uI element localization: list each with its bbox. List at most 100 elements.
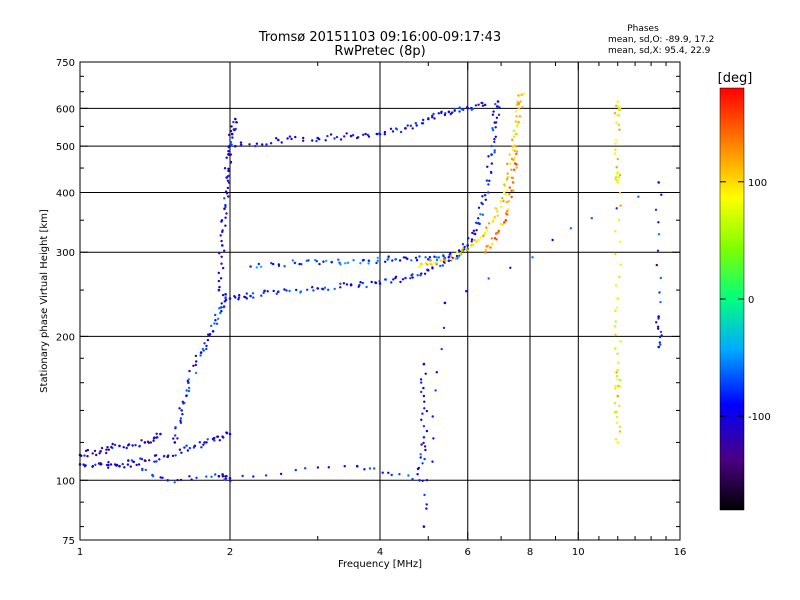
data-point <box>485 226 488 229</box>
x-tick-label: 10 <box>572 547 585 558</box>
data-point <box>506 176 509 179</box>
data-point <box>494 126 497 129</box>
data-point <box>512 144 516 147</box>
data-point <box>658 341 661 344</box>
data-point <box>655 321 658 324</box>
data-point <box>109 463 113 466</box>
data-point <box>225 192 229 195</box>
data-point <box>495 207 498 210</box>
data-point <box>263 289 266 292</box>
data-point <box>470 243 473 247</box>
data-point <box>155 432 158 435</box>
data-point <box>218 307 221 310</box>
data-point <box>179 417 183 420</box>
data-point <box>614 252 617 256</box>
y-tick-label: 100 <box>56 476 75 487</box>
data-point <box>508 153 511 156</box>
data-point <box>337 258 340 261</box>
data-point <box>613 112 617 115</box>
data-point <box>494 135 497 138</box>
data-point <box>504 193 507 196</box>
data-point <box>656 327 660 330</box>
data-point <box>484 248 488 251</box>
data-point <box>501 223 505 226</box>
data-point <box>275 137 278 140</box>
data-point <box>203 441 207 444</box>
data-point <box>497 113 501 117</box>
data-point <box>139 457 142 460</box>
data-point <box>618 173 622 177</box>
data-point <box>514 120 517 123</box>
data-point <box>499 200 502 203</box>
data-point <box>487 191 490 194</box>
data-point <box>522 92 525 96</box>
data-point <box>94 463 97 466</box>
data-point <box>435 371 438 374</box>
data-point <box>243 295 246 298</box>
data-point <box>464 247 468 250</box>
data-point <box>130 459 134 462</box>
data-point <box>656 249 660 252</box>
data-point <box>105 451 108 455</box>
y-tick-label: 300 <box>56 248 75 259</box>
data-point <box>500 205 503 208</box>
data-point <box>454 257 457 260</box>
data-point <box>357 136 360 139</box>
data-point <box>262 291 265 295</box>
data-point <box>614 384 617 388</box>
data-point <box>107 461 110 464</box>
data-point <box>619 204 622 207</box>
data-point <box>442 258 446 261</box>
data-point <box>618 430 622 433</box>
data-point <box>237 296 241 299</box>
data-point <box>453 109 456 113</box>
data-point <box>424 256 427 259</box>
data-point <box>178 407 181 410</box>
colorbar-unit: [deg] <box>718 71 753 86</box>
data-point <box>387 255 390 258</box>
data-point <box>517 94 520 97</box>
data-point <box>179 421 183 424</box>
data-point <box>227 150 230 153</box>
data-point <box>376 256 379 259</box>
data-point <box>658 335 662 339</box>
stats-line-x: mean, sd,X: 95.4, 22.9 <box>608 46 711 56</box>
data-point <box>367 135 371 138</box>
data-point <box>490 144 493 148</box>
data-point <box>423 457 426 461</box>
data-point <box>95 453 98 457</box>
data-point <box>324 139 327 142</box>
data-point <box>516 125 519 128</box>
data-point <box>174 434 177 437</box>
data-point <box>424 372 427 375</box>
data-point <box>359 262 362 265</box>
data-point <box>618 128 621 131</box>
data-point <box>418 265 421 268</box>
data-point <box>483 250 487 254</box>
data-point <box>311 139 314 142</box>
data-point <box>153 460 156 463</box>
data-point <box>227 195 230 198</box>
data-point <box>161 476 164 479</box>
data-point <box>229 479 232 483</box>
data-point <box>339 138 343 141</box>
data-point <box>224 296 227 299</box>
data-point <box>383 133 386 136</box>
data-point <box>495 121 498 124</box>
data-point <box>423 400 426 403</box>
data-point <box>298 262 301 266</box>
data-point <box>218 439 221 442</box>
data-point <box>221 293 225 297</box>
data-point <box>264 474 268 477</box>
data-point <box>551 238 554 242</box>
data-point <box>474 232 477 236</box>
data-point <box>181 400 184 403</box>
data-point <box>339 263 342 266</box>
y-tick-label: 750 <box>56 58 75 69</box>
data-point <box>614 438 618 441</box>
data-point <box>358 283 361 287</box>
data-point <box>260 294 263 297</box>
data-point <box>392 278 395 281</box>
data-point <box>471 243 475 246</box>
